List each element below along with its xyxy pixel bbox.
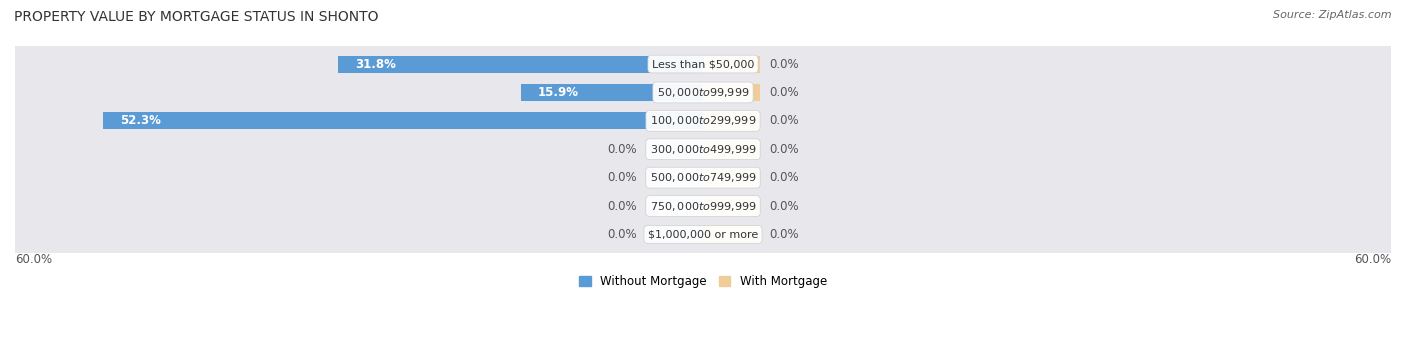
Bar (645, 141, 703, 158)
Text: 52.3%: 52.3% (121, 114, 162, 128)
Text: Source: ZipAtlas.com: Source: ZipAtlas.com (1274, 10, 1392, 20)
Text: 0.0%: 0.0% (607, 228, 637, 241)
Text: 0.0%: 0.0% (607, 171, 637, 184)
Text: 0.0%: 0.0% (769, 228, 799, 241)
FancyBboxPatch shape (10, 152, 1396, 204)
Bar (520, 84, 703, 101)
Text: 0.0%: 0.0% (769, 171, 799, 184)
Text: $50,000 to $99,999: $50,000 to $99,999 (657, 86, 749, 99)
Bar (645, 198, 703, 215)
Text: 60.0%: 60.0% (1354, 253, 1391, 266)
Text: 60.0%: 60.0% (15, 253, 52, 266)
FancyBboxPatch shape (10, 38, 1396, 90)
Text: PROPERTY VALUE BY MORTGAGE STATUS IN SHONTO: PROPERTY VALUE BY MORTGAGE STATUS IN SHO… (14, 10, 378, 24)
FancyBboxPatch shape (10, 180, 1396, 232)
Text: 0.0%: 0.0% (769, 200, 799, 212)
Legend: Without Mortgage, With Mortgage: Without Mortgage, With Mortgage (574, 270, 832, 293)
FancyBboxPatch shape (10, 123, 1396, 175)
Text: $500,000 to $749,999: $500,000 to $749,999 (650, 171, 756, 184)
Text: $300,000 to $499,999: $300,000 to $499,999 (650, 143, 756, 156)
Bar (645, 226, 703, 243)
Text: 0.0%: 0.0% (607, 143, 637, 156)
Text: Less than $50,000: Less than $50,000 (652, 59, 754, 69)
Bar (339, 55, 703, 72)
FancyBboxPatch shape (10, 95, 1396, 147)
Bar (645, 169, 703, 186)
Text: $750,000 to $999,999: $750,000 to $999,999 (650, 200, 756, 212)
Text: 31.8%: 31.8% (356, 57, 396, 71)
Text: 0.0%: 0.0% (769, 114, 799, 128)
Bar (703, 141, 761, 158)
Bar (703, 169, 761, 186)
Text: 0.0%: 0.0% (769, 57, 799, 71)
Bar (703, 112, 761, 130)
Bar (703, 198, 761, 215)
FancyBboxPatch shape (10, 67, 1396, 118)
Text: $100,000 to $299,999: $100,000 to $299,999 (650, 114, 756, 128)
Text: 15.9%: 15.9% (538, 86, 579, 99)
Bar (703, 226, 761, 243)
Text: 0.0%: 0.0% (769, 143, 799, 156)
Text: $1,000,000 or more: $1,000,000 or more (648, 230, 758, 239)
Text: 0.0%: 0.0% (769, 86, 799, 99)
Bar (703, 55, 761, 72)
Bar (703, 84, 761, 101)
Text: 0.0%: 0.0% (607, 200, 637, 212)
FancyBboxPatch shape (10, 209, 1396, 260)
Bar (103, 112, 703, 130)
